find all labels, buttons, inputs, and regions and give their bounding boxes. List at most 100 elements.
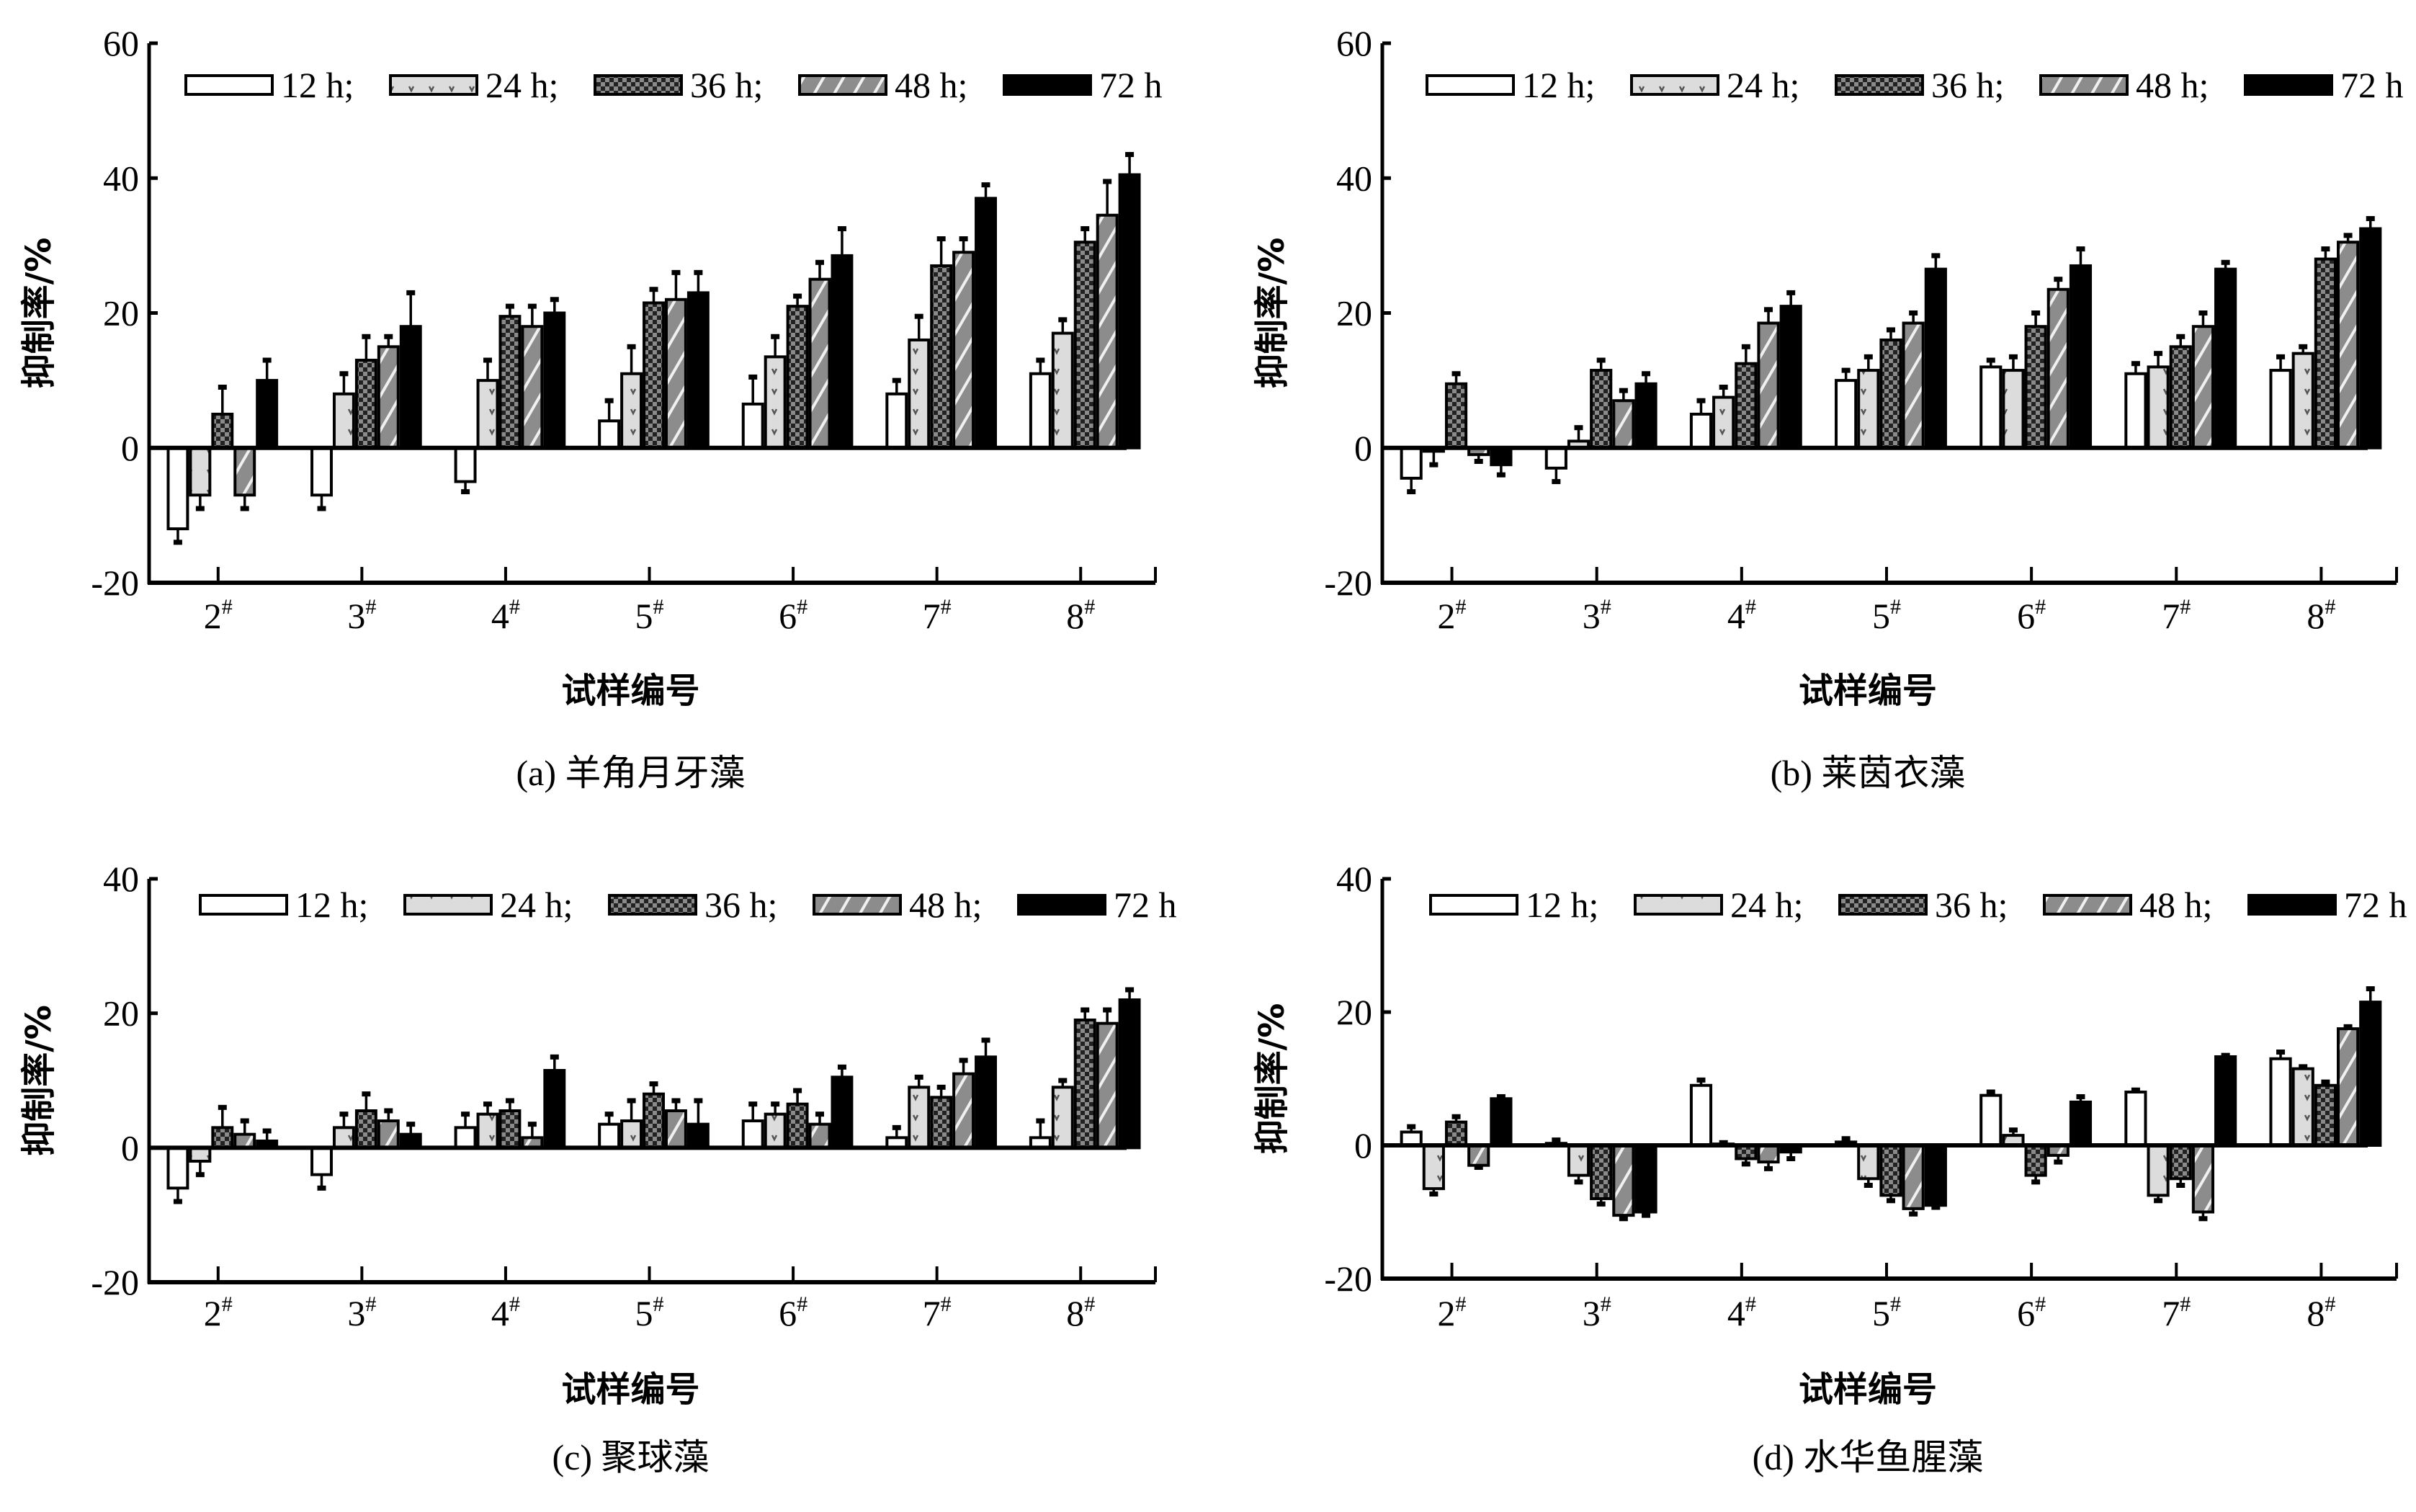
bar-24h-5 — [620, 372, 643, 449]
bar-24h-7 — [2147, 365, 2170, 449]
bar-72h-5 — [686, 291, 710, 449]
x-tick-label-text: 2 — [1438, 1293, 1456, 1333]
bar-12h-4 — [1689, 1083, 1713, 1147]
legend-swatch-36h — [608, 894, 697, 916]
x-tick-label-superscript: # — [941, 595, 952, 619]
bar-72h-7 — [975, 197, 997, 449]
x-tick-label-text: 2 — [204, 596, 222, 636]
x-tick-label-text: 7 — [2162, 1293, 2180, 1333]
x-tick-label-text: 8 — [1066, 596, 1084, 636]
bar-24h-8 — [1051, 1086, 1074, 1150]
bar-48h-6 — [2046, 287, 2070, 449]
legend-label-12h: 12 h; — [1526, 885, 1598, 925]
x-tick-label-superscript: # — [1456, 1292, 1467, 1316]
y-tick-label: -20 — [1324, 563, 1372, 603]
legend-label-24h: 24 h; — [500, 885, 573, 925]
bar-48h-5 — [1902, 1144, 1925, 1210]
bar-12h-7 — [885, 392, 908, 449]
bar-48h-6 — [808, 1122, 831, 1150]
bar-72h-6 — [2069, 1100, 2093, 1147]
x-tick-label-text: 6 — [779, 1293, 797, 1333]
bar-12h-7 — [2124, 1091, 2147, 1147]
legend-swatch-48h — [2039, 74, 2129, 96]
bar-48h-5 — [1902, 321, 1925, 449]
x-tick-label-superscript: # — [2180, 595, 2191, 619]
bar-24h-7 — [908, 1086, 931, 1150]
legend-swatch-72h — [2244, 74, 2333, 96]
bar-36h-5 — [643, 1092, 665, 1150]
bar-12h-2 — [166, 1146, 189, 1190]
x-tick-label: 8# — [2307, 595, 2335, 636]
x-tick-label-text: 7 — [923, 596, 941, 636]
bar-12h-8 — [2269, 1057, 2292, 1147]
x-axis-title: 试样编号 — [561, 671, 699, 711]
bar-36h-8 — [2314, 257, 2337, 449]
x-tick-label-text: 7 — [2162, 596, 2180, 636]
x-tick-label-superscript: # — [1890, 1292, 1901, 1316]
x-tick-label-superscript: # — [2035, 595, 2046, 619]
bar-36h-8 — [1073, 1019, 1096, 1150]
x-tick-label: 7# — [2162, 1292, 2191, 1333]
panel-caption: (c) 聚球藻 — [552, 1437, 710, 1477]
bar-36h-2 — [1444, 382, 1468, 449]
x-tick-label-superscript: # — [365, 1292, 376, 1316]
bar-24h-4 — [476, 1112, 499, 1150]
x-tick-label: 5# — [635, 595, 664, 636]
x-tick-label-superscript: # — [1745, 595, 1756, 619]
legend-label-36h: 36 h; — [1935, 885, 2008, 925]
y-tick-label: 60 — [1336, 23, 1372, 63]
bar-12h-2 — [1400, 446, 1423, 480]
x-tick-label-text: 6 — [2017, 1293, 2035, 1333]
x-tick-label-text: 3 — [347, 1293, 365, 1333]
bar-12h-8 — [2269, 369, 2292, 449]
x-tick-label: 6# — [779, 1292, 807, 1333]
bar-48h-3 — [1612, 1144, 1635, 1217]
legend-label-36h: 36 h; — [704, 885, 777, 925]
bar-12h-6 — [1979, 365, 2003, 449]
y-axis-title: 抑制率/% — [1252, 1003, 1292, 1155]
x-tick-label-superscript: # — [1456, 595, 1467, 619]
bar-48h-5 — [664, 1109, 687, 1150]
legend-label-48h: 48 h; — [2136, 65, 2209, 105]
legend-label-48h: 48 h; — [2139, 885, 2212, 925]
bar-24h-3 — [332, 392, 355, 449]
bar-36h-2 — [1444, 1120, 1468, 1147]
legend-label-12h: 12 h; — [1522, 65, 1595, 105]
x-tick-label: 6# — [2017, 1292, 2046, 1333]
legend-label-48h: 48 h; — [909, 885, 982, 925]
bar-72h-2 — [1490, 1097, 1513, 1147]
legend-label-12h: 12 h; — [295, 885, 368, 925]
y-axis-title: 抑制率/% — [1252, 238, 1292, 389]
x-tick-label-superscript: # — [2325, 1292, 2335, 1316]
legend-label-36h: 36 h; — [1931, 65, 2004, 105]
bar-12h-5 — [598, 1122, 621, 1150]
x-tick-label: 6# — [2017, 595, 2046, 636]
bar-72h-5 — [686, 1122, 710, 1150]
bar-24h-3 — [1567, 1144, 1590, 1177]
bar-12h-4 — [454, 446, 477, 483]
y-tick-label: 20 — [103, 293, 139, 334]
bar-12h-8 — [1029, 372, 1052, 449]
bar-72h-3 — [399, 325, 422, 449]
bar-36h-3 — [354, 359, 377, 449]
x-tick-label: 5# — [635, 1292, 664, 1333]
bar-72h-6 — [831, 1075, 854, 1150]
legend-swatch-12h — [1426, 74, 1515, 96]
bar-48h-4 — [521, 325, 544, 449]
y-tick-label: 0 — [1354, 1125, 1372, 1166]
legend-label-48h: 48 h; — [895, 65, 967, 105]
bar-24h-2 — [1422, 1144, 1445, 1191]
bar-12h-7 — [2124, 372, 2147, 449]
bar-12h-3 — [1544, 446, 1567, 470]
bar-36h-5 — [1879, 338, 1902, 449]
bar-36h-3 — [1590, 369, 1613, 449]
x-tick-label: 6# — [779, 595, 807, 636]
bar-36h-6 — [2024, 325, 2047, 449]
bar-36h-5 — [1879, 1144, 1902, 1197]
x-tick-label: 5# — [1872, 1292, 1901, 1333]
bar-72h-4 — [1779, 305, 1802, 449]
y-tick-label: 0 — [121, 1127, 139, 1168]
y-tick-label: 20 — [1336, 293, 1372, 334]
